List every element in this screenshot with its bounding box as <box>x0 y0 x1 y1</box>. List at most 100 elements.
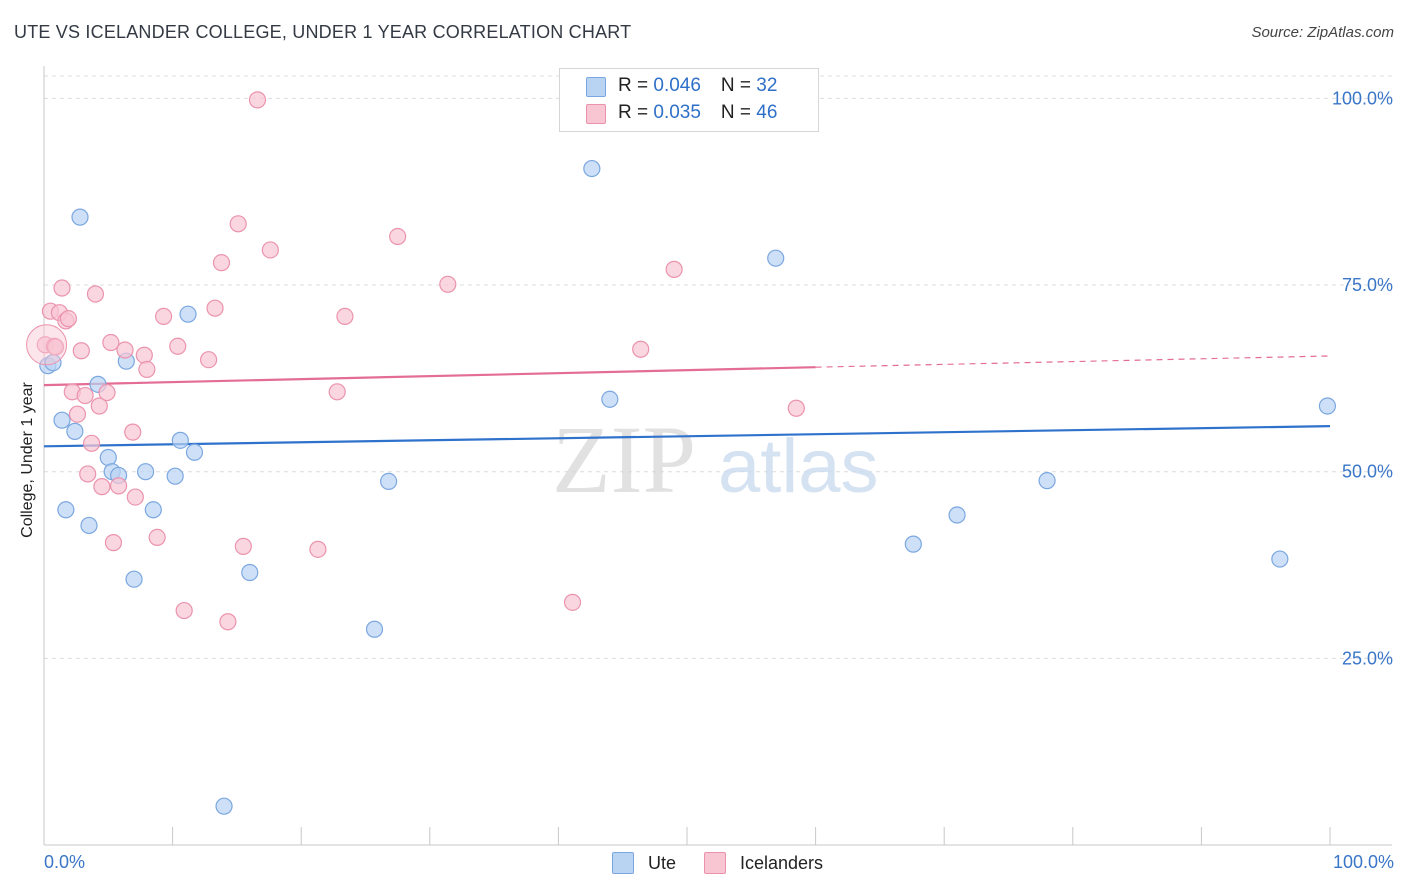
icelanders-point-15 <box>90 397 108 415</box>
ute-point-23 <box>583 159 601 178</box>
y-tick-label-75: 75.0% <box>1342 275 1393 295</box>
icelanders-point-10 <box>72 342 90 360</box>
ute-point-26 <box>767 249 785 267</box>
ute-point-2 <box>53 411 71 429</box>
axes <box>43 66 1392 846</box>
icelanders-point-45 <box>665 260 683 278</box>
source-label: Source: ZipAtlas.com <box>1251 24 1394 41</box>
ute-point-14 <box>144 501 162 519</box>
ute-point-16 <box>171 431 189 449</box>
icelanders-point-27 <box>154 307 173 326</box>
ute-point-12 <box>125 570 143 588</box>
chart-title: UTE VS ICELANDER COLLEGE, UNDER 1 YEAR C… <box>14 22 632 42</box>
icelanders-point-32 <box>212 254 231 272</box>
icelanders-point-35 <box>234 537 252 555</box>
ute-point-21 <box>365 620 384 638</box>
stats-legend: R = 0.046 N = 32 R = 0.035 N = 46 <box>559 68 819 132</box>
icelanders-point-cluster <box>26 324 68 366</box>
icelanders-point-19 <box>104 534 123 552</box>
icelanders-point-28 <box>169 337 187 355</box>
icelanders-point-39 <box>328 383 346 401</box>
x-tick-label-max: 100.0% <box>1332 852 1394 872</box>
icelanders-point-18 <box>102 333 120 352</box>
ute-trend-line <box>43 425 1331 448</box>
icelanders-stats-row: R = 0.035 N = 46 <box>618 100 777 126</box>
legend-item-icelanders[interactable]: Icelanders <box>704 852 823 874</box>
icelanders-n-label: N = <box>720 102 757 123</box>
ute-point-15 <box>166 467 184 485</box>
x-tick-label-min: 0.0% <box>44 852 86 872</box>
icelanders-point-9 <box>68 405 87 423</box>
icelanders-point-22 <box>124 423 142 441</box>
data-points <box>26 91 1337 815</box>
y-tick-label-100: 100.0% <box>1332 88 1393 108</box>
ute-point-13 <box>136 463 155 481</box>
y-tick-label-25: 25.0% <box>1342 648 1393 668</box>
icelanders-point-29 <box>175 601 193 620</box>
icelanders-point-12 <box>79 465 97 483</box>
y-tick-labels: 25.0% 50.0% 75.0% 100.0% <box>1332 88 1393 668</box>
ute-legend-label: Ute <box>648 852 677 873</box>
icelanders-point-30 <box>200 351 218 369</box>
icelanders-point-21 <box>116 341 134 359</box>
icelanders-point-5 <box>53 279 71 297</box>
icelanders-n-value: 46 <box>756 102 778 123</box>
icelanders-point-11 <box>76 386 94 405</box>
icelanders-point-25 <box>138 360 156 379</box>
icelanders-trend-extension <box>815 355 1331 368</box>
icelanders-point-23 <box>126 488 144 506</box>
trend-lines <box>43 355 1331 448</box>
ute-n-value: 32 <box>756 75 778 96</box>
icelanders-point-14 <box>86 285 105 303</box>
icelanders-point-44 <box>632 340 650 358</box>
ute-point-18 <box>185 443 204 461</box>
icelanders-point-41 <box>389 227 407 246</box>
icelanders-legend-swatch <box>704 852 726 874</box>
icelanders-trend-line <box>43 366 816 387</box>
icelanders-point-13 <box>82 434 101 452</box>
ute-point-31 <box>1318 397 1337 415</box>
ute-point-3 <box>57 501 75 519</box>
ute-stats-swatch <box>586 77 606 97</box>
legend-item-ute[interactable]: Ute <box>612 852 676 874</box>
ute-point-22 <box>380 472 398 491</box>
icelanders-legend-label: Icelanders <box>740 852 824 873</box>
icelanders-point-42 <box>439 275 457 293</box>
icelanders-point-26 <box>148 528 166 547</box>
ute-legend-swatch <box>612 852 634 874</box>
ute-point-24 <box>601 390 619 408</box>
ute-point-29 <box>1038 472 1056 490</box>
watermark-zip: ZIP <box>552 406 696 513</box>
ute-r-label: R = <box>618 75 654 96</box>
icelanders-r-label: R = <box>618 102 654 123</box>
bottom-legend: Ute Icelanders <box>0 852 1406 878</box>
ute-point-19 <box>215 797 233 815</box>
icelanders-point-37 <box>261 241 279 259</box>
watermark-atlas: atlas <box>718 424 879 509</box>
ute-point-20 <box>241 563 259 582</box>
icelanders-point-16 <box>93 478 111 496</box>
ute-point-30 <box>1271 550 1289 568</box>
ute-point-27 <box>904 535 922 553</box>
y-tick-label-50: 50.0% <box>1342 462 1393 482</box>
ute-point-17 <box>179 305 197 323</box>
ute-stats-row: R = 0.046 N = 32 <box>618 73 777 99</box>
icelanders-point-40 <box>336 307 354 326</box>
icelanders-stats-swatch <box>586 104 606 124</box>
ute-point-5 <box>71 208 89 226</box>
ute-r-value: 0.046 <box>653 75 701 96</box>
icelanders-point-24 <box>135 346 153 364</box>
icelanders-point-46 <box>787 399 805 417</box>
icelanders-point-33 <box>219 613 237 631</box>
icelanders-point-43 <box>563 593 582 611</box>
ute-n-label: N = <box>720 75 757 96</box>
icelanders-point-17 <box>98 383 116 402</box>
icelanders-point-31 <box>206 299 224 317</box>
ute-point-28 <box>948 506 966 524</box>
ute-point-6 <box>80 516 98 535</box>
icelanders-point-34 <box>229 215 247 233</box>
ute-point-4 <box>66 422 84 440</box>
icelanders-r-value: 0.035 <box>653 102 701 123</box>
icelanders-point-38 <box>309 540 327 558</box>
icelanders-point-7 <box>59 310 78 328</box>
